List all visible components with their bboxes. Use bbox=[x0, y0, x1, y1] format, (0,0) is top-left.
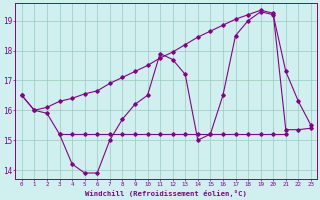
X-axis label: Windchill (Refroidissement éolien,°C): Windchill (Refroidissement éolien,°C) bbox=[85, 190, 247, 197]
